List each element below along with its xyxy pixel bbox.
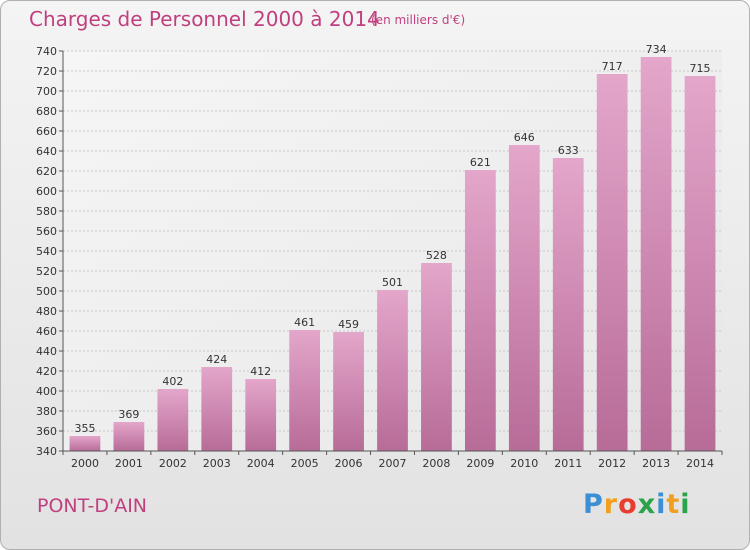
logo-letter: o	[618, 489, 638, 520]
y-tick-label: 400	[36, 385, 57, 398]
value-label-2006: 459	[338, 318, 359, 331]
value-label-2014: 715	[690, 62, 711, 75]
value-label-2004: 412	[250, 365, 271, 378]
y-tick-label: 440	[36, 345, 57, 358]
x-tick-label: 2005	[291, 457, 319, 470]
chart-subtitle: (en milliers d'€)	[371, 13, 466, 27]
y-tick-label: 460	[36, 325, 57, 338]
bar-2004	[245, 379, 277, 451]
y-tick-label: 700	[36, 85, 57, 98]
bar-2005	[289, 330, 321, 451]
bar-2014	[684, 76, 716, 451]
value-label-2002: 402	[162, 375, 183, 388]
y-tick-label: 720	[36, 65, 57, 78]
proxiti-logo: Proxiti	[583, 489, 691, 520]
logo-letter: i	[680, 489, 691, 520]
y-tick-label: 480	[36, 305, 57, 318]
y-tick-label: 560	[36, 225, 57, 238]
y-tick-label: 620	[36, 165, 57, 178]
logo-letter: r	[603, 489, 619, 520]
bar-2007	[377, 290, 408, 451]
y-tick-label: 520	[36, 265, 57, 278]
value-label-2005: 461	[294, 316, 315, 329]
x-tick-label: 2000	[71, 457, 99, 470]
x-tick-label: 2013	[642, 457, 670, 470]
logo-letter: x	[637, 489, 657, 520]
x-tick-label: 2009	[466, 457, 494, 470]
chart-title: Charges de Personnel 2000 à 2014	[29, 7, 380, 31]
bar-2010	[508, 145, 540, 451]
y-tick-label: 360	[36, 425, 57, 438]
x-tick-label: 2001	[115, 457, 143, 470]
logo-letter: t	[666, 489, 681, 520]
value-label-2011: 633	[558, 144, 579, 157]
bar-2008	[421, 263, 452, 451]
x-tick-label: 2007	[379, 457, 407, 470]
bar-2012	[596, 74, 628, 451]
bar-2011	[552, 158, 584, 451]
x-tick-label: 2003	[203, 457, 231, 470]
x-tick-label: 2011	[554, 457, 582, 470]
bar-2009	[464, 170, 496, 451]
commune-name: PONT-D'AIN	[37, 495, 148, 517]
x-tick-label: 2008	[422, 457, 450, 470]
x-tick-label: 2006	[335, 457, 363, 470]
logo-letter: i	[656, 489, 667, 520]
value-label-2007: 501	[382, 276, 403, 289]
y-tick-label: 680	[36, 105, 57, 118]
y-tick-label: 640	[36, 145, 57, 158]
y-tick-label: 740	[36, 45, 57, 58]
y-tick-label: 600	[36, 185, 57, 198]
y-tick-label: 580	[36, 205, 57, 218]
x-tick-label: 2014	[686, 457, 714, 470]
bar-2013	[640, 57, 672, 451]
bar-2001	[113, 422, 145, 451]
value-label-2013: 734	[646, 43, 667, 56]
y-tick-label: 540	[36, 245, 57, 258]
logo-letter: P	[583, 489, 604, 520]
y-tick-label: 420	[36, 365, 57, 378]
x-tick-label: 2012	[598, 457, 626, 470]
value-label-2008: 528	[426, 249, 447, 262]
bar-2002	[157, 389, 189, 451]
x-tick-label: 2002	[159, 457, 187, 470]
value-label-2001: 369	[118, 408, 139, 421]
value-label-2003: 424	[206, 353, 227, 366]
bar-2003	[201, 367, 233, 451]
value-label-2000: 355	[74, 422, 95, 435]
bar-2006	[333, 332, 364, 451]
bar-2000	[69, 436, 101, 451]
value-label-2010: 646	[514, 131, 535, 144]
x-tick-label: 2004	[247, 457, 275, 470]
x-tick-label: 2010	[510, 457, 538, 470]
value-label-2009: 621	[470, 156, 491, 169]
y-tick-label: 660	[36, 125, 57, 138]
value-label-2012: 717	[602, 60, 623, 73]
y-tick-label: 340	[36, 445, 57, 458]
y-tick-label: 500	[36, 285, 57, 298]
y-tick-label: 380	[36, 405, 57, 418]
